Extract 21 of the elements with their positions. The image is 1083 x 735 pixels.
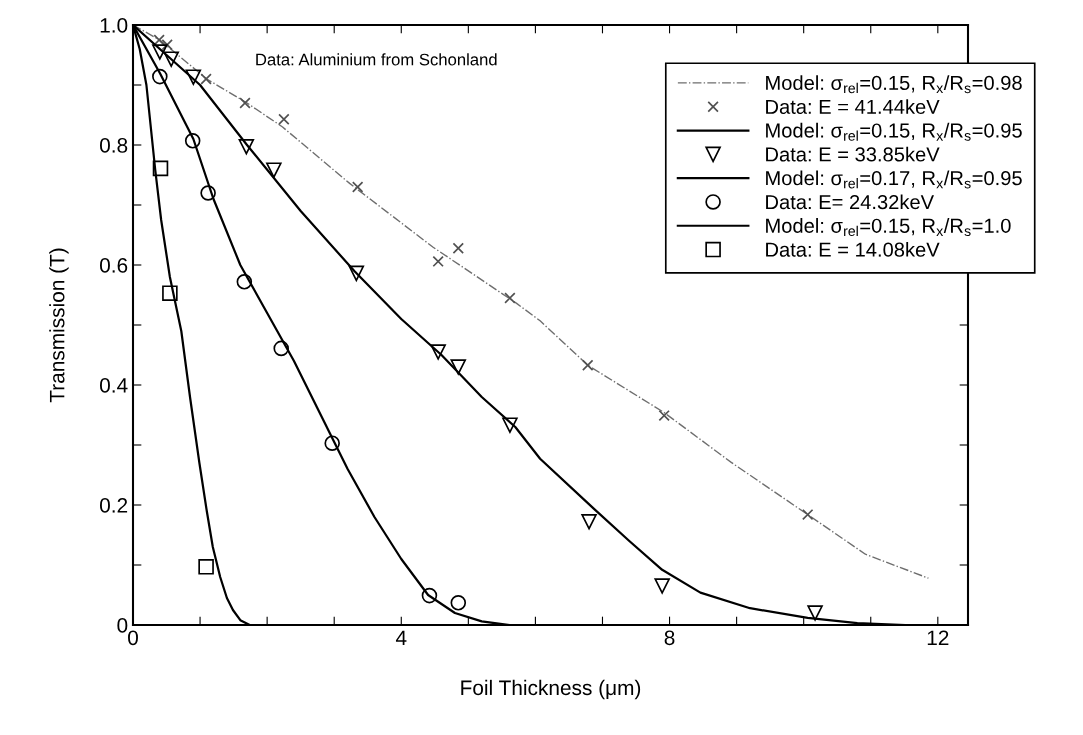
legend-label: Model: σ$_{rel}$=0.17, R$_{x}$/R$_{s}$=0.95	[766, 170, 1022, 189]
legend-label: Model: σ$_{rel}$=0.15, R$_{x}$/R$_{s}$=0.98	[766, 75, 1022, 94]
y-tick-label: 0.2	[99, 498, 128, 513]
x-tick-label: 8	[664, 630, 675, 646]
legend-label: Data: E= 24.32keV	[766, 194, 934, 210]
y-tick-label: 1.0	[100, 18, 128, 33]
y-tick-label: 0.8	[99, 138, 128, 153]
legend-label: Data: E = 33.85keV	[766, 146, 940, 162]
legend-label: Data: E = 14.08keV	[766, 242, 940, 257]
y-axis-title: Transmission (T)	[49, 248, 69, 403]
legend-label: Model: σ$_{rel}$=0.15, R$_{x}$/R$_{s}$=1.0	[766, 218, 1011, 237]
x-axis-title: Foil Thickness (μm)	[461, 679, 641, 700]
y-tick-label: 0.4	[99, 378, 128, 393]
y-tick-label: 0.6	[99, 258, 128, 273]
annotation: Data: Aluminium from Schonland	[256, 53, 497, 66]
legend-label: Model: σ$_{rel}$=0.15, R$_{x}$/R$_{s}$=0.95	[766, 122, 1022, 141]
x-tick-label: 12	[927, 630, 949, 645]
y-tick-label: 0	[117, 618, 128, 633]
x-tick-label: 4	[395, 630, 407, 645]
x-tick-label: 0	[128, 630, 138, 646]
legend-label: Data: E = 41.44keV	[766, 99, 940, 114]
